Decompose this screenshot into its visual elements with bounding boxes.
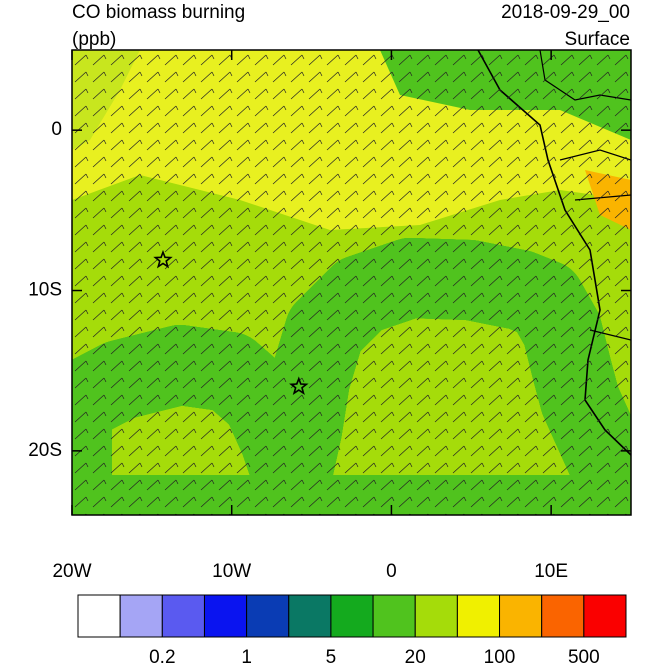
field xyxy=(72,50,631,515)
plot-frame xyxy=(71,49,632,516)
colorbar-box xyxy=(77,594,121,638)
date: 2018-09-29_00 xyxy=(501,2,630,23)
wind-barbs xyxy=(72,50,631,515)
colorbar-box xyxy=(161,594,205,638)
colorbar-box xyxy=(499,594,543,638)
colorbar-box xyxy=(330,594,374,638)
colorbar-label: 0.2 xyxy=(149,647,175,667)
colorbar-box xyxy=(246,594,290,638)
y-tick-label: 20S xyxy=(28,440,62,461)
x-tick-label: 10E xyxy=(534,561,568,582)
colorbar-box xyxy=(372,594,416,638)
colorbar-label: 100 xyxy=(484,647,516,667)
x-tick-label: 10W xyxy=(212,561,251,582)
colorbar-label: 5 xyxy=(326,647,337,667)
colorbar-box xyxy=(583,594,627,638)
colorbar-label: 20 xyxy=(405,647,426,667)
y-tick-label: 0 xyxy=(51,119,62,140)
units: (ppb) xyxy=(72,29,116,50)
x-tick-label: 20W xyxy=(52,561,91,582)
colorbar-label: 1 xyxy=(241,647,252,667)
colorbar-box xyxy=(414,594,458,638)
colorbar-box xyxy=(119,594,163,638)
level: Surface xyxy=(565,29,630,50)
y-tick-label: 10S xyxy=(28,280,62,301)
colorbar-box xyxy=(456,594,501,638)
colorbar-box xyxy=(541,594,585,638)
colorbar-box xyxy=(203,594,248,638)
x-tick-label: 0 xyxy=(386,561,397,582)
site-marker xyxy=(289,376,309,396)
title: CO biomass burning xyxy=(72,2,245,23)
colorbar-box xyxy=(288,594,332,638)
colorbar-label: 500 xyxy=(568,647,600,667)
site-marker xyxy=(153,249,173,269)
